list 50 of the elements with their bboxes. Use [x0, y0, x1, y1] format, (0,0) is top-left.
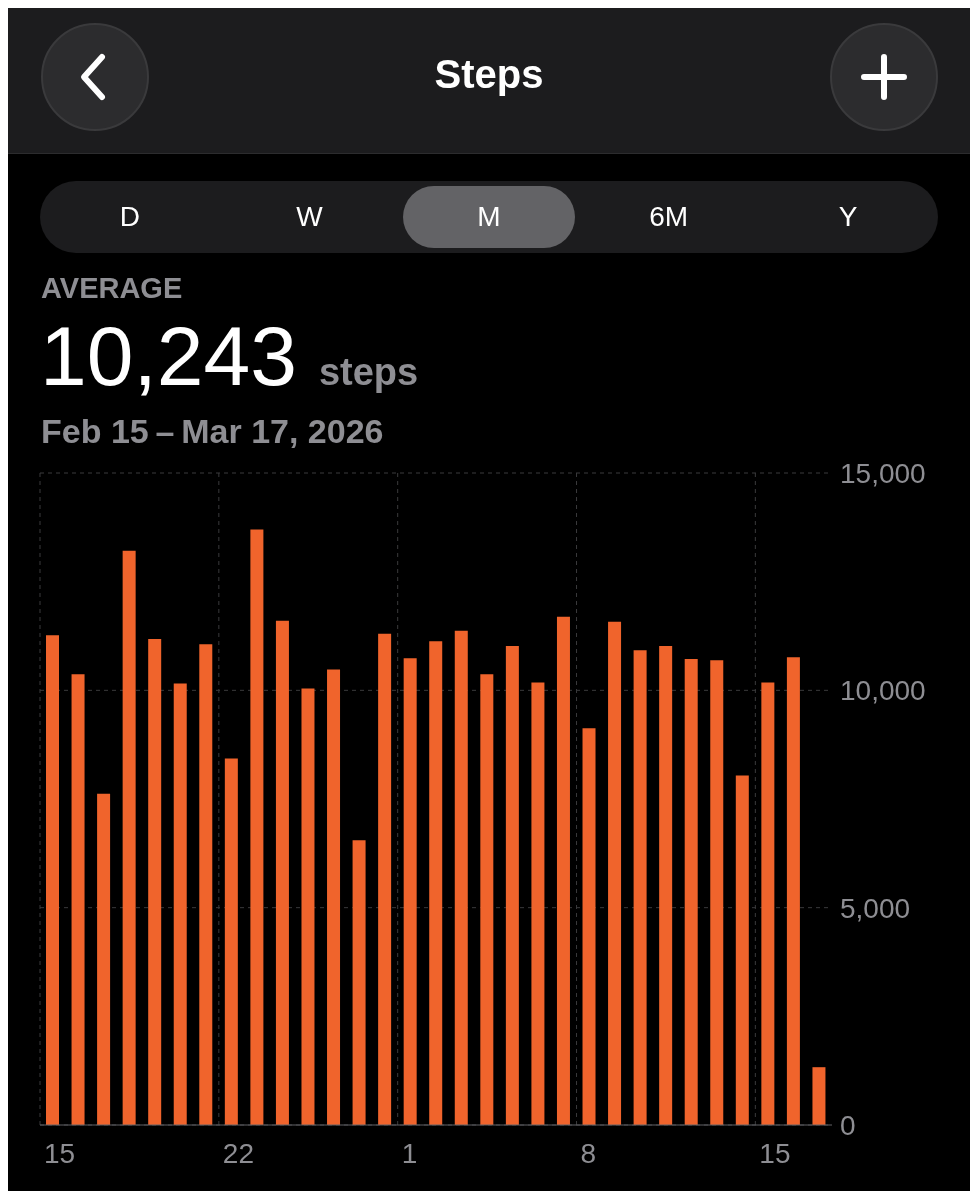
bar — [505, 646, 519, 1125]
x-tick-label: 22 — [222, 1138, 254, 1169]
bar — [250, 529, 264, 1125]
bar — [199, 644, 213, 1125]
bar — [71, 674, 85, 1125]
bar — [429, 641, 443, 1125]
bar — [786, 657, 800, 1125]
bar — [327, 669, 341, 1125]
y-tick-label: 0 — [840, 1109, 856, 1141]
y-tick-label: 15,000 — [840, 457, 926, 489]
bar — [659, 646, 673, 1125]
x-tick-label: 15 — [759, 1138, 791, 1169]
x-tick-label: 8 — [580, 1138, 597, 1169]
text: Y — [837, 200, 859, 234]
text: D — [118, 200, 141, 234]
bar — [403, 658, 417, 1125]
bar — [556, 616, 570, 1125]
y-tick-label: 10,000 — [840, 675, 926, 707]
bar — [454, 630, 468, 1125]
bar — [761, 682, 775, 1125]
bar — [582, 728, 596, 1125]
bar — [378, 633, 392, 1125]
x-tick-label: 15 — [44, 1138, 76, 1169]
text: M — [403, 186, 575, 248]
text: steps — [318, 351, 419, 394]
x-tick-label: 1 — [401, 1138, 418, 1169]
bar — [633, 650, 647, 1125]
chart-title: Steps — [433, 52, 545, 97]
bar — [148, 639, 162, 1125]
bar — [275, 620, 289, 1125]
bar — [812, 1067, 826, 1125]
bar — [46, 635, 59, 1125]
text: W — [295, 200, 324, 234]
bar — [735, 775, 749, 1125]
bar — [301, 688, 315, 1125]
text: AVERAGE — [41, 272, 183, 305]
bar — [608, 621, 622, 1125]
bar — [480, 674, 494, 1125]
text: 10,243 — [40, 308, 297, 405]
chart-subtitle: Feb 15 – Mar 17, 2026 — [41, 412, 384, 451]
bar — [531, 682, 545, 1125]
text: 6M — [648, 200, 690, 234]
bar — [684, 659, 698, 1125]
bar — [352, 840, 366, 1125]
bar — [710, 660, 724, 1125]
bar — [97, 793, 111, 1125]
bar — [122, 550, 136, 1125]
y-tick-label: 5,000 — [840, 892, 911, 924]
bar — [224, 758, 238, 1125]
bar — [173, 683, 187, 1125]
